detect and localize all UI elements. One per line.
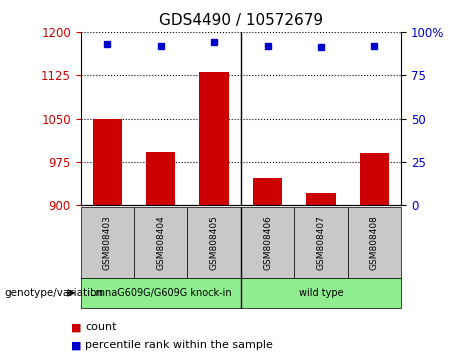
- Text: GSM808407: GSM808407: [316, 215, 325, 270]
- Bar: [146, 152, 176, 205]
- Title: GDS4490 / 10572679: GDS4490 / 10572679: [159, 13, 323, 28]
- Text: wild type: wild type: [299, 288, 343, 298]
- Text: GSM808403: GSM808403: [103, 215, 112, 270]
- Bar: [360, 153, 389, 205]
- Text: GSM808408: GSM808408: [370, 215, 379, 270]
- Text: GSM808406: GSM808406: [263, 215, 272, 270]
- Text: percentile rank within the sample: percentile rank within the sample: [85, 340, 273, 350]
- Text: ■: ■: [71, 340, 82, 350]
- Bar: [200, 72, 229, 205]
- Text: genotype/variation: genotype/variation: [5, 288, 104, 298]
- Bar: [93, 119, 122, 205]
- Text: ■: ■: [71, 322, 82, 332]
- Text: GSM808405: GSM808405: [210, 215, 219, 270]
- Text: count: count: [85, 322, 117, 332]
- Bar: [306, 193, 336, 205]
- Bar: [253, 178, 282, 205]
- Text: LmnaG609G/G609G knock-in: LmnaG609G/G609G knock-in: [90, 288, 231, 298]
- Text: GSM808404: GSM808404: [156, 215, 165, 270]
